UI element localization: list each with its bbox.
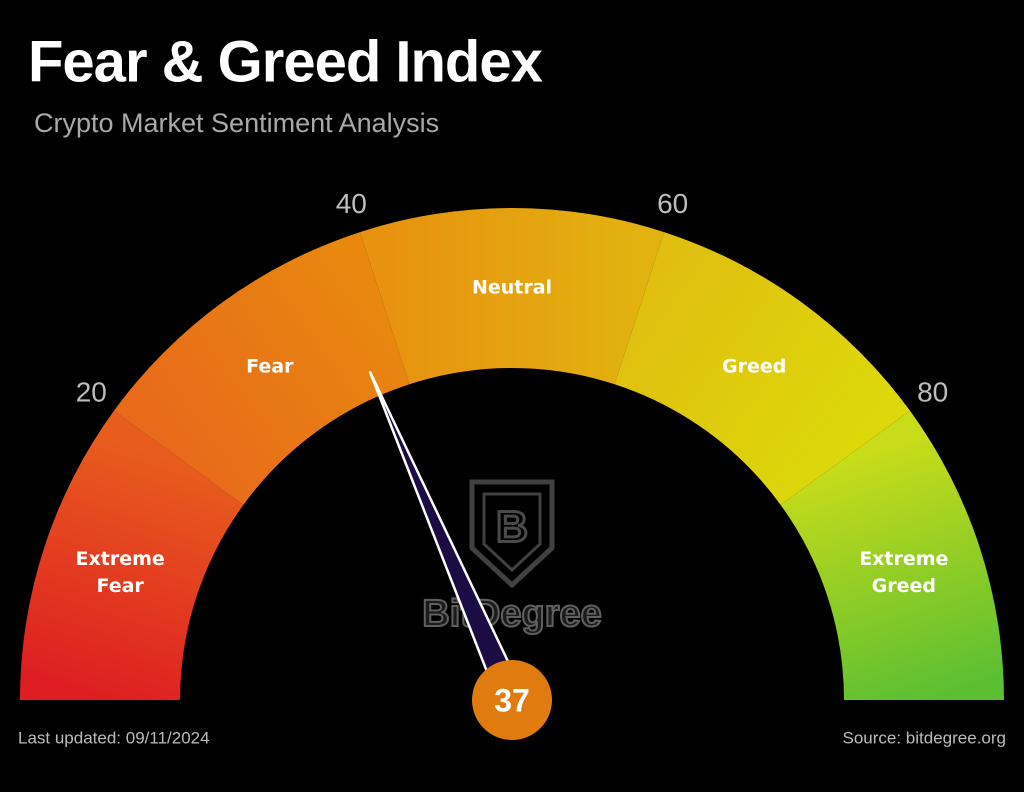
value-circle (472, 660, 552, 740)
source: Source: bitdegree.org (843, 728, 1007, 747)
svg-text:B: B (496, 503, 528, 552)
zone-label: Neutral (471, 276, 553, 299)
gauge-zone (113, 232, 410, 505)
gauge-zone (780, 410, 1004, 700)
zone-label: Extreme Fear (75, 547, 165, 597)
tick-label: 60 (657, 188, 688, 219)
tick-label: 80 (917, 377, 948, 408)
needle-layer: 37 (368, 370, 552, 740)
tick-label: 20 (76, 377, 107, 408)
gauge-arcs (20, 208, 1004, 700)
gauge-zone (20, 410, 244, 700)
watermark-logo: B (469, 479, 555, 589)
zone-label: Greed (721, 355, 787, 378)
value-label: 37 (494, 682, 530, 718)
tick-label: 40 (336, 188, 367, 219)
last-updated: Last updated: 09/11/2024 (18, 728, 210, 747)
zone-label: Fear (246, 355, 294, 378)
chart-subtitle: Crypto Market Sentiment Analysis (34, 108, 439, 138)
watermark: BitDegree (422, 593, 602, 635)
zone-label: Extreme Greed (859, 547, 949, 597)
gauge-zone (359, 208, 665, 385)
chart-title: Fear & Greed Index (28, 29, 543, 94)
gauge-zone (614, 232, 911, 505)
